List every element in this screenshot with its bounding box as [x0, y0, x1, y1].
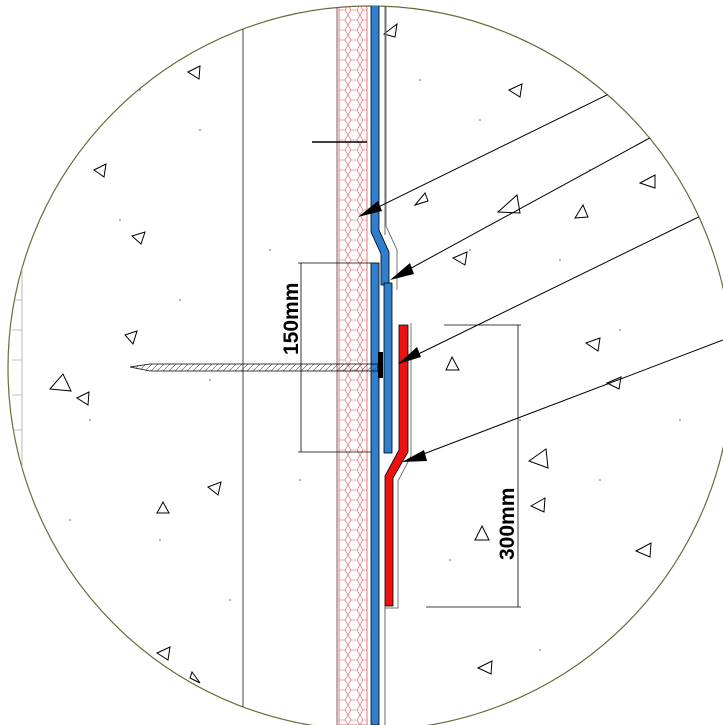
- dimension-label-300: 300mm: [496, 488, 519, 560]
- membrane-lower-overlap: [371, 263, 379, 725]
- membrane-lapped-strip: [384, 283, 392, 453]
- edge-line: [680, 690, 723, 725]
- insulation-layer: [339, 0, 367, 725]
- dimension-label-150: 150mm: [280, 283, 303, 355]
- nail-washer: [378, 352, 383, 378]
